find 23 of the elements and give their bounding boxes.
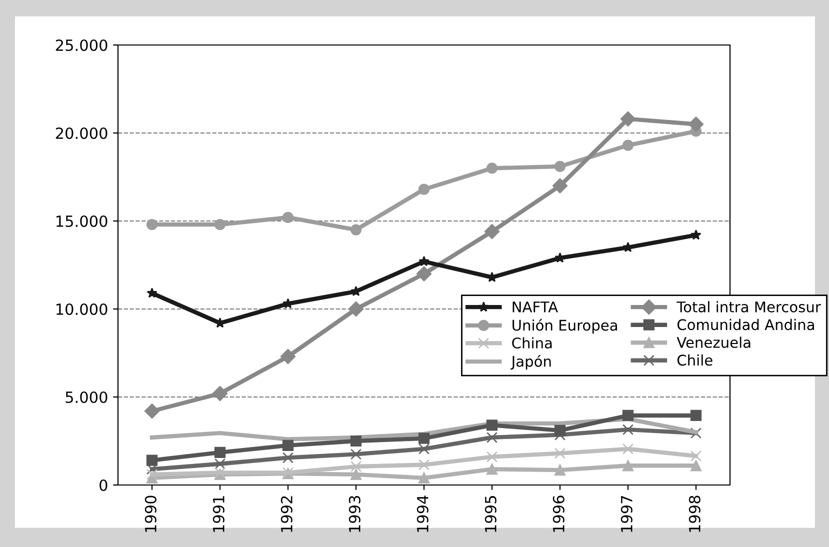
legend-label: Venezuela — [676, 336, 750, 348]
x-tick-label: 1990 — [144, 496, 156, 532]
legend-label: Unión Europea — [512, 318, 617, 334]
y-tick-label: 5.000 — [66, 391, 108, 404]
legend-label: NAFTA — [512, 302, 558, 312]
x-tick-label: 1992 — [280, 496, 292, 532]
y-tick-label: 25.000 — [56, 39, 108, 52]
legend-label: China — [512, 337, 552, 349]
legend-label: Japón — [510, 354, 551, 370]
y-tick-label: 10.000 — [56, 303, 108, 316]
x-tick-label: 1994 — [416, 496, 428, 532]
x-tick-label: 1998 — [688, 496, 700, 532]
legend-label: Chile — [677, 354, 712, 366]
legend-label: Total intra Mercosur — [676, 301, 821, 312]
x-tick-label: 1995 — [484, 496, 496, 532]
x-tick-label: 1996 — [552, 496, 564, 532]
y-tick-label: 15.000 — [56, 215, 108, 228]
x-tick-label: 1991 — [212, 496, 224, 532]
x-tick-label: 1993 — [348, 496, 360, 532]
y-tick-label: 0 — [100, 479, 108, 492]
legend-label: Comunidad Andina — [677, 318, 814, 330]
y-tick-label: 20.000 — [56, 127, 108, 140]
x-tick-label: 1997 — [620, 496, 632, 532]
